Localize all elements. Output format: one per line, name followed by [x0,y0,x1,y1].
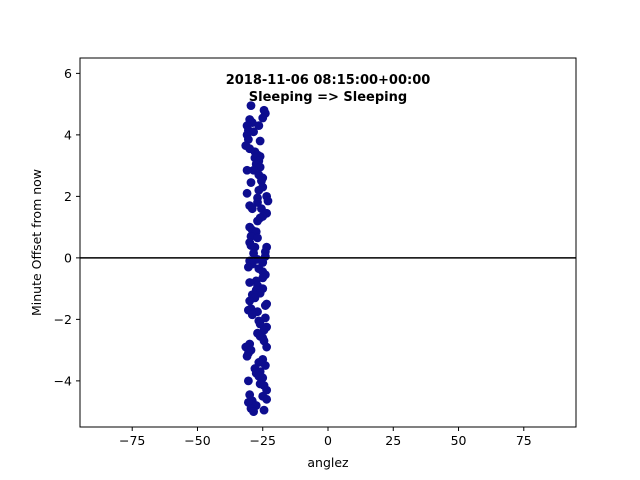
data-point [249,407,258,417]
data-point [255,136,265,146]
data-point [246,178,256,187]
x-tick-label: 75 [516,433,532,448]
data-point [254,185,264,195]
y-tick-label: 0 [64,250,72,265]
x-tick-label: −50 [184,433,210,448]
chart-subtitle: Sleeping => Sleeping [249,90,407,105]
y-tick-label: 6 [64,66,72,81]
data-point [258,273,268,283]
data-point [253,216,262,226]
x-tick-label: −25 [250,433,276,448]
y-tick-label: −2 [54,312,72,327]
scatter-points [241,101,273,417]
chart-title: 2018-11-06 08:15:00+00:00 [226,73,431,88]
x-tick-label: −75 [119,433,145,448]
y-tick-label: −4 [54,373,72,388]
data-point [253,233,262,243]
y-axis-ticks: −4 −2 0 2 4 6 [54,66,80,388]
data-point [243,262,253,272]
data-point [262,342,272,352]
data-point [242,351,252,361]
data-point [243,376,253,386]
data-point [260,301,270,310]
x-tick-label: 0 [324,433,332,448]
data-point [245,296,255,306]
data-point [247,204,257,214]
data-point [260,361,270,370]
y-axis-label: Minute Offset from now [29,169,44,316]
data-point [242,165,252,175]
x-tick-label: 25 [385,433,401,448]
plot-frame [79,57,577,428]
data-point [245,278,255,287]
data-point [263,196,273,206]
data-point [246,101,256,111]
data-point [259,405,269,415]
y-tick-label: 4 [64,127,72,142]
data-point [260,313,270,323]
data-point [254,121,264,131]
x-tick-label: 50 [451,433,467,448]
data-point [255,162,265,172]
y-tick-label: 2 [64,189,72,204]
data-point [247,310,257,320]
x-axis-label: anglez [307,455,349,470]
data-point [262,394,272,404]
data-point [242,188,252,198]
x-axis-ticks: −75 −50 −25 0 25 50 75 [119,427,532,448]
data-point [249,127,258,137]
plot-area [79,57,577,428]
data-point [258,113,268,123]
